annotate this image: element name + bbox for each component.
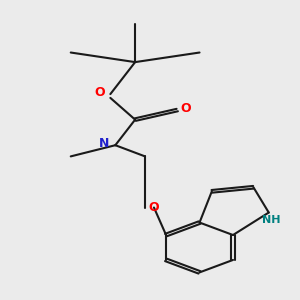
Text: NH: NH	[262, 214, 280, 225]
Text: O: O	[149, 201, 159, 214]
Text: N: N	[99, 137, 110, 150]
Text: O: O	[94, 86, 105, 99]
Text: O: O	[181, 102, 191, 115]
